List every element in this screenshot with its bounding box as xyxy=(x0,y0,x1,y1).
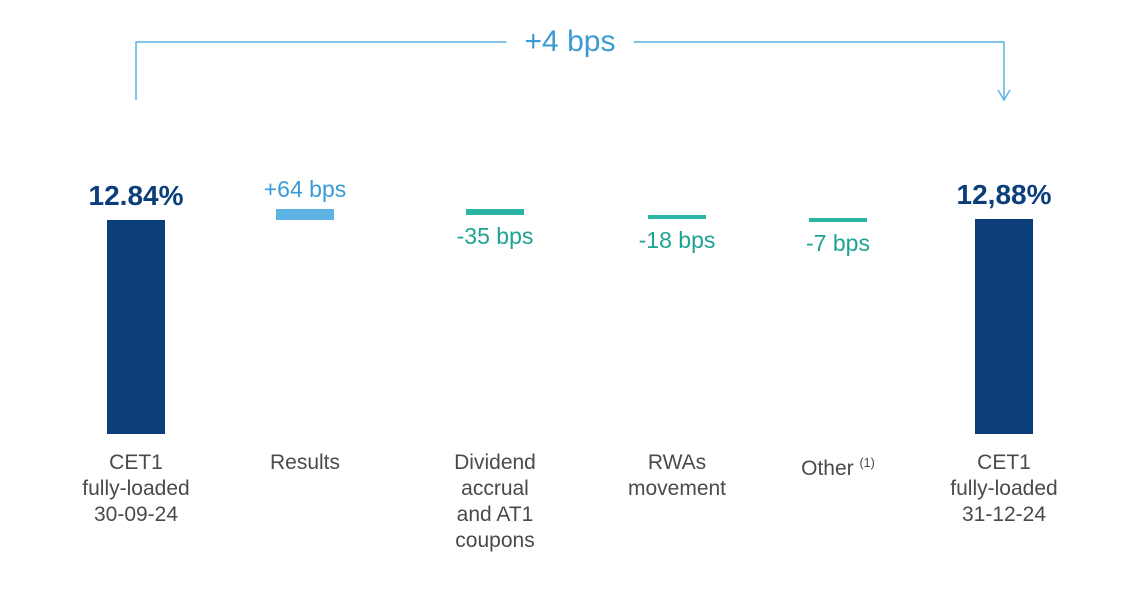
category-label-rwa: RWAsmovement xyxy=(592,450,762,502)
category-label-results: Results xyxy=(220,450,390,476)
category-label-dividend: Dividendaccrualand AT1coupons xyxy=(410,450,580,554)
value-label-other: -7 bps xyxy=(806,230,870,257)
value-label-end: 12,88% xyxy=(957,179,1052,211)
cet1-waterfall-chart: +4 bps 12.84%CET1fully-loaded30-09-24+64… xyxy=(0,0,1147,594)
value-label-rwa: -18 bps xyxy=(639,227,716,254)
category-label-end: CET1fully-loaded31-12-24 xyxy=(919,450,1089,528)
segment-results xyxy=(276,209,334,220)
bar-start xyxy=(107,220,165,434)
value-label-start: 12.84% xyxy=(89,180,184,212)
segment-rwa xyxy=(648,215,706,219)
category-label-start: CET1fully-loaded30-09-24 xyxy=(51,450,221,528)
value-label-results: +64 bps xyxy=(264,176,347,203)
segment-other xyxy=(809,218,867,222)
bar-end xyxy=(975,219,1033,434)
segment-dividend xyxy=(466,209,524,215)
category-label-other: Other (1) xyxy=(753,450,923,482)
value-label-dividend: -35 bps xyxy=(457,223,534,250)
plot-area: 12.84% CET1fully-loaded30-09-24 +64 bps Res… xyxy=(0,0,1147,594)
